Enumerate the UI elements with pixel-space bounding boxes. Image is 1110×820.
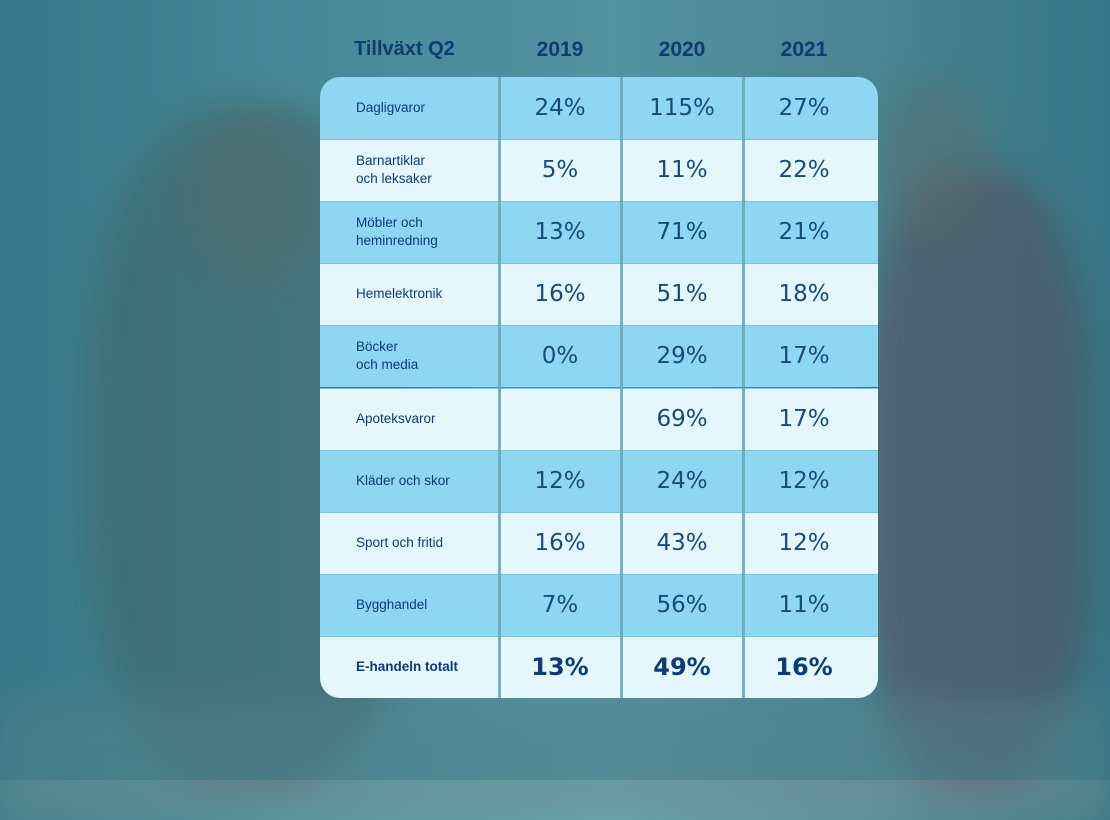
- value-cell-2021: 18%: [778, 281, 830, 308]
- value-cell-2020: 71%: [656, 219, 708, 246]
- row-label: Sport och fritid: [356, 534, 444, 550]
- column-header-2020: 2020: [658, 38, 706, 61]
- value-cell-2021: 17%: [778, 343, 830, 370]
- value-cell-2020: 56%: [656, 591, 708, 618]
- row-label: Apoteksvaror: [356, 410, 436, 426]
- value-cell-2019: 5%: [541, 157, 579, 184]
- row-divider: [320, 387, 878, 389]
- row-label: Möbler och heminredning: [356, 215, 438, 249]
- value-cell-2020: 69%: [656, 405, 708, 432]
- table-row: Möbler och heminredning 13% 71% 21%: [320, 201, 878, 264]
- value-cell-2021: 27%: [778, 95, 830, 121]
- column-header-2021: 2021: [780, 38, 828, 61]
- row-divider: [320, 635, 878, 637]
- background-person-right-head: [880, 80, 990, 240]
- row-divider: [320, 511, 878, 513]
- value-cell-2020: 51%: [656, 281, 708, 308]
- table-row: Kläder och skor 12% 24% 12%: [320, 449, 878, 512]
- value-cell-2020: 11%: [656, 157, 708, 184]
- row-divider: [320, 201, 878, 203]
- value-cell-2019: 16%: [534, 529, 586, 556]
- value-cell-2021: 11%: [778, 591, 830, 618]
- table-row: Böcker och media 0% 29% 17%: [320, 325, 878, 388]
- row-label: Kläder och skor: [356, 472, 450, 488]
- table-row: Sport och fritid 16% 43% 12%: [320, 511, 878, 574]
- column-divider: [620, 77, 623, 698]
- value-cell-2021: 22%: [778, 157, 830, 184]
- column-divider: [498, 77, 501, 698]
- value-cell-2021: 17%: [778, 405, 830, 432]
- value-cell-2021: 12%: [778, 529, 830, 556]
- value-cell-2020: 115%: [649, 95, 715, 121]
- background-person-right: [860, 170, 1090, 790]
- value-cell-2020: 49%: [653, 652, 711, 681]
- value-cell-2021: 21%: [778, 219, 830, 246]
- row-divider: [320, 139, 878, 141]
- value-cell-2021: 12%: [778, 467, 830, 494]
- column-divider: [742, 77, 745, 698]
- growth-table: Dagligvaror 24% 115% 27% Barnartiklar och le…: [320, 77, 878, 698]
- row-label: Bygghandel: [356, 596, 428, 612]
- row-divider: [320, 263, 878, 265]
- table-row-total: E-handeln totalt 13% 49% 16%: [320, 635, 878, 698]
- value-cell-2019: 0%: [541, 343, 579, 370]
- table-row: Apoteksvaror 69% 17%: [320, 387, 878, 450]
- value-cell-2019: [500, 388, 620, 450]
- value-cell-2019: 24%: [534, 95, 586, 121]
- row-label: Dagligvaror: [356, 100, 426, 115]
- row-label: Hemelektronik: [356, 286, 443, 302]
- table-row: Hemelektronik 16% 51% 18%: [320, 263, 878, 326]
- row-label: Barnartiklar och leksaker: [356, 153, 432, 187]
- value-cell-2019: 7%: [541, 591, 579, 618]
- value-cell-2019: 12%: [534, 467, 586, 494]
- table-title: Tillväxt Q2: [354, 38, 455, 60]
- table-row: Dagligvaror 24% 115% 27%: [320, 77, 878, 139]
- value-cell-2019: 13%: [534, 219, 586, 246]
- row-divider: [320, 449, 878, 451]
- table-row: Barnartiklar och leksaker 5% 11% 22%: [320, 139, 878, 202]
- value-cell-2021: 16%: [775, 652, 833, 681]
- value-cell-2019: 13%: [531, 652, 589, 681]
- value-cell-2019: 16%: [534, 281, 586, 308]
- row-divider: [320, 325, 878, 327]
- row-label: E-handeln totalt: [356, 658, 458, 674]
- row-label: Böcker och media: [356, 339, 419, 373]
- row-divider: [320, 573, 878, 575]
- column-header-2019: 2019: [536, 38, 584, 61]
- table-row: Bygghandel 7% 56% 11%: [320, 573, 878, 636]
- background-person-left-head: [190, 110, 320, 280]
- value-cell-2020: 24%: [656, 467, 708, 494]
- value-cell-2020: 43%: [656, 529, 708, 556]
- value-cell-2020: 29%: [656, 343, 708, 370]
